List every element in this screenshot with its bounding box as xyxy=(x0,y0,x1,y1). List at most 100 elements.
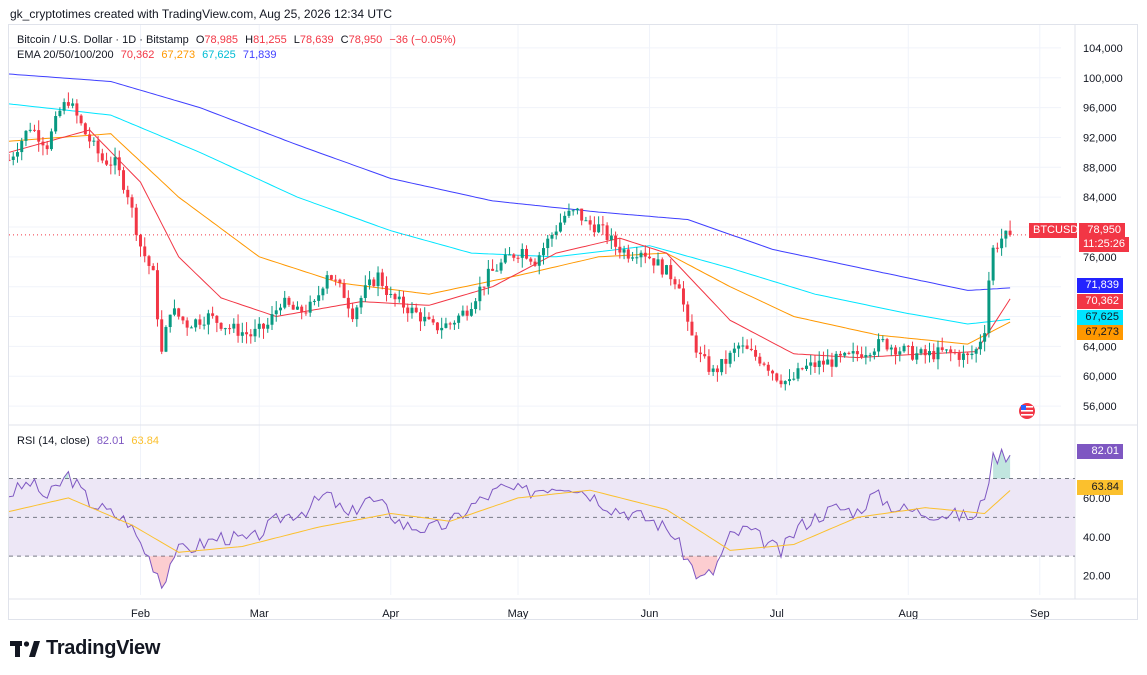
candle-down xyxy=(953,349,957,355)
candle-body xyxy=(732,348,736,353)
candle-body xyxy=(592,224,596,233)
candle-body xyxy=(334,279,338,281)
candle-down xyxy=(533,258,537,267)
candle-down xyxy=(329,274,333,281)
candle-down xyxy=(151,263,155,271)
candle-body xyxy=(804,365,808,369)
candle-body xyxy=(206,313,210,325)
candle-body xyxy=(202,324,206,326)
candle-body xyxy=(1000,238,1004,249)
candle-down xyxy=(690,314,694,336)
candle-down xyxy=(1008,220,1012,237)
candle-up xyxy=(189,325,193,329)
candle-down xyxy=(177,307,181,320)
candle-down xyxy=(911,341,915,361)
candle-up xyxy=(970,345,974,360)
rsi-ma-tag: 63.84 xyxy=(1077,480,1123,495)
rsi-tick-label: 60.00 xyxy=(1083,493,1111,505)
candle-body xyxy=(122,170,126,190)
candle-up xyxy=(508,247,512,256)
candle-down xyxy=(715,365,719,382)
candle-up xyxy=(978,334,982,355)
candle-body xyxy=(232,323,236,329)
chart-canvas[interactable]: 56,00060,00064,00068,00072,00076,00080,0… xyxy=(9,25,1137,619)
candle-body xyxy=(652,258,656,266)
candle-down xyxy=(703,344,707,359)
candle-down xyxy=(677,279,681,289)
time-tick-label: Sep xyxy=(1030,608,1050,619)
flag-stripe xyxy=(1021,414,1033,416)
candle-body xyxy=(855,351,859,355)
tradingview-logo[interactable]: TradingView xyxy=(10,637,160,660)
candle-down xyxy=(830,352,834,377)
candle-up xyxy=(817,351,821,375)
ema200-tag: 71,839 xyxy=(1077,278,1123,293)
candle-down xyxy=(185,317,189,336)
candle-body xyxy=(219,322,223,329)
candle-down xyxy=(105,152,109,167)
candle-body xyxy=(304,312,308,314)
candle-down xyxy=(435,321,439,334)
candle-body xyxy=(160,319,164,352)
candle-up xyxy=(877,333,881,357)
ema100-line xyxy=(9,103,1011,325)
candle-body xyxy=(809,362,813,366)
ema50-value: 67,273 xyxy=(161,49,196,61)
candle-up xyxy=(864,346,868,365)
candle-down xyxy=(351,302,355,323)
candle-down xyxy=(245,322,249,344)
candle-body xyxy=(860,354,864,358)
candle-body xyxy=(359,297,363,308)
candle-body xyxy=(711,368,715,372)
high-label: H xyxy=(245,34,254,46)
candle-body xyxy=(546,238,550,249)
candle-down xyxy=(512,253,516,262)
candle-up xyxy=(843,351,847,358)
candle-down xyxy=(100,148,104,164)
us-flag-icon xyxy=(1019,403,1035,419)
candle-body xyxy=(486,268,490,287)
candle-body xyxy=(758,356,762,364)
candle-body xyxy=(915,353,919,360)
candle-body xyxy=(105,160,109,165)
candle-up xyxy=(503,248,507,265)
candle-down xyxy=(660,257,664,278)
candle-body xyxy=(885,339,889,350)
price-tick-label: 84,000 xyxy=(1083,192,1117,204)
candle-body xyxy=(580,208,584,221)
candle-body xyxy=(834,353,838,367)
candle-body xyxy=(147,256,151,266)
candle-up xyxy=(24,130,28,147)
candle-down xyxy=(334,274,338,286)
candle-body xyxy=(813,362,817,367)
candle-up xyxy=(194,318,198,332)
candle-body xyxy=(448,323,452,325)
candle-up xyxy=(270,305,274,331)
candle-down xyxy=(775,372,779,383)
candle-body xyxy=(936,347,940,360)
candle-body xyxy=(868,354,872,356)
candle-up xyxy=(567,203,571,218)
candle-down xyxy=(949,345,953,362)
chart-frame[interactable]: 56,00060,00064,00068,00072,00076,00080,0… xyxy=(8,24,1138,620)
candle-down xyxy=(652,258,656,274)
candle-body xyxy=(520,248,524,258)
candle-up xyxy=(423,307,427,327)
candle-body xyxy=(690,321,694,336)
candle-up xyxy=(792,372,796,381)
candle-down xyxy=(9,153,11,162)
candle-up xyxy=(257,317,261,338)
candle-down xyxy=(338,278,342,288)
candle-body xyxy=(635,257,639,259)
candle-down xyxy=(648,247,652,260)
candle-body xyxy=(762,363,766,365)
candle-body xyxy=(440,327,444,331)
candle-up xyxy=(834,351,838,368)
candle-body xyxy=(181,316,185,321)
candle-down xyxy=(143,237,147,263)
candle-up xyxy=(58,107,62,118)
candle-up xyxy=(656,252,660,266)
candle-down xyxy=(932,343,936,363)
candle-body xyxy=(872,351,876,355)
candle-body xyxy=(410,307,414,314)
